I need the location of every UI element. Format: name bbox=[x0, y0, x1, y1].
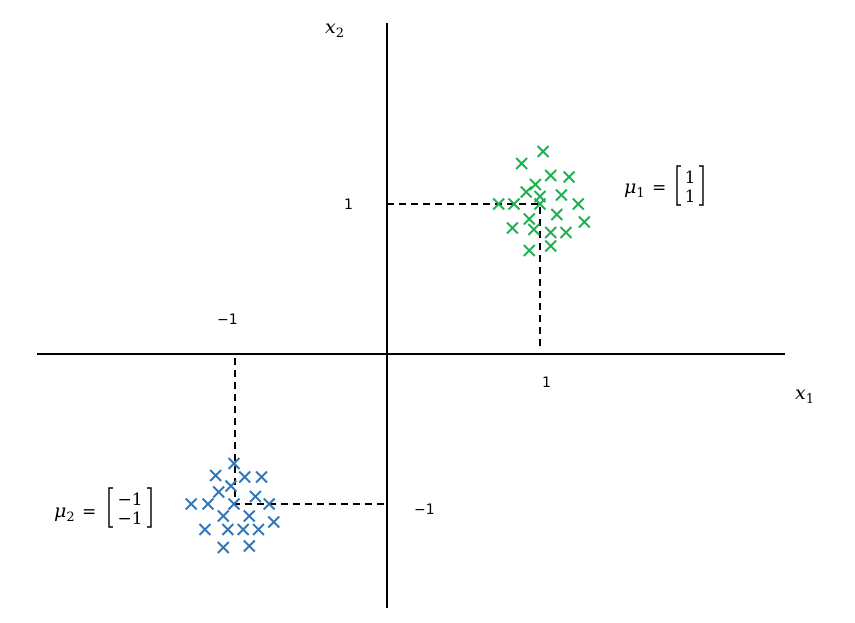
mu2-point-16 bbox=[236, 523, 250, 536]
mu1-point-12 bbox=[523, 212, 536, 226]
mu2-point-5 bbox=[212, 485, 225, 499]
mu1-point-4 bbox=[520, 185, 533, 199]
svg-text:μ1: μ1 bbox=[624, 176, 645, 201]
mu1-point-17 bbox=[544, 226, 557, 239]
mu2-point-15 bbox=[221, 523, 235, 536]
x-tick-negative: −1 bbox=[217, 312, 238, 328]
mu2-point-14 bbox=[198, 523, 212, 536]
mu2-point-11 bbox=[217, 509, 230, 523]
mu1-point-7 bbox=[555, 188, 568, 202]
x1-axis-label: x1 bbox=[795, 382, 814, 407]
mu2-point-1 bbox=[209, 469, 222, 482]
mu1-guide-lines bbox=[387, 203, 541, 350]
mu1-point-20 bbox=[544, 239, 557, 253]
svg-text:μ2: μ2 bbox=[54, 500, 75, 525]
svg-text:1: 1 bbox=[685, 168, 696, 188]
mu2-point-0 bbox=[227, 457, 241, 470]
y-tick-negative: −1 bbox=[414, 502, 435, 518]
mu2-point-19 bbox=[243, 539, 256, 553]
mu1-point-10 bbox=[533, 197, 547, 211]
mu2-cluster-points bbox=[184, 457, 280, 554]
mu2-point-12 bbox=[243, 509, 256, 523]
mu1-cluster-points bbox=[492, 145, 591, 257]
mu2-point-7 bbox=[184, 497, 198, 511]
mu2-point-13 bbox=[267, 515, 280, 529]
mu1-point-3 bbox=[562, 170, 576, 184]
mu1-point-2 bbox=[544, 169, 557, 182]
mu2-point-10 bbox=[262, 497, 276, 511]
mu1-point-15 bbox=[506, 221, 519, 235]
mu1-point-0 bbox=[515, 157, 528, 170]
svg-text:1: 1 bbox=[685, 187, 696, 207]
svg-text:−1: −1 bbox=[117, 490, 142, 510]
mu1-point-13 bbox=[550, 208, 564, 221]
mu2-point-17 bbox=[252, 523, 265, 536]
mu1-point-9 bbox=[507, 197, 521, 211]
mu1-point-16 bbox=[527, 223, 541, 236]
mu2-point-4 bbox=[224, 479, 238, 493]
mu1-point-8 bbox=[492, 197, 505, 211]
x-tick-positive: 1 bbox=[542, 375, 551, 391]
mu2-point-18 bbox=[217, 541, 230, 554]
mu1-point-11 bbox=[572, 197, 585, 211]
svg-text:=: = bbox=[82, 502, 96, 522]
mu1-point-5 bbox=[529, 178, 542, 191]
mu2-label: μ2 = −1 −1 bbox=[54, 487, 152, 529]
x2-axis-label: x2 bbox=[325, 16, 344, 41]
mu1-point-19 bbox=[523, 244, 536, 257]
mu2-point-8 bbox=[201, 497, 215, 511]
mu1-point-18 bbox=[559, 226, 573, 239]
mu2-point-9 bbox=[227, 497, 241, 511]
y-tick-positive: 1 bbox=[344, 197, 353, 213]
mu2-point-3 bbox=[255, 470, 268, 484]
mu2-point-6 bbox=[249, 490, 262, 503]
mu2-point-2 bbox=[238, 470, 251, 484]
mu1-point-14 bbox=[578, 215, 591, 229]
mu1-label: μ1 = 1 1 bbox=[624, 165, 704, 207]
svg-text:=: = bbox=[652, 178, 666, 198]
svg-text:−1: −1 bbox=[117, 509, 142, 529]
mu1-point-1 bbox=[536, 145, 550, 158]
